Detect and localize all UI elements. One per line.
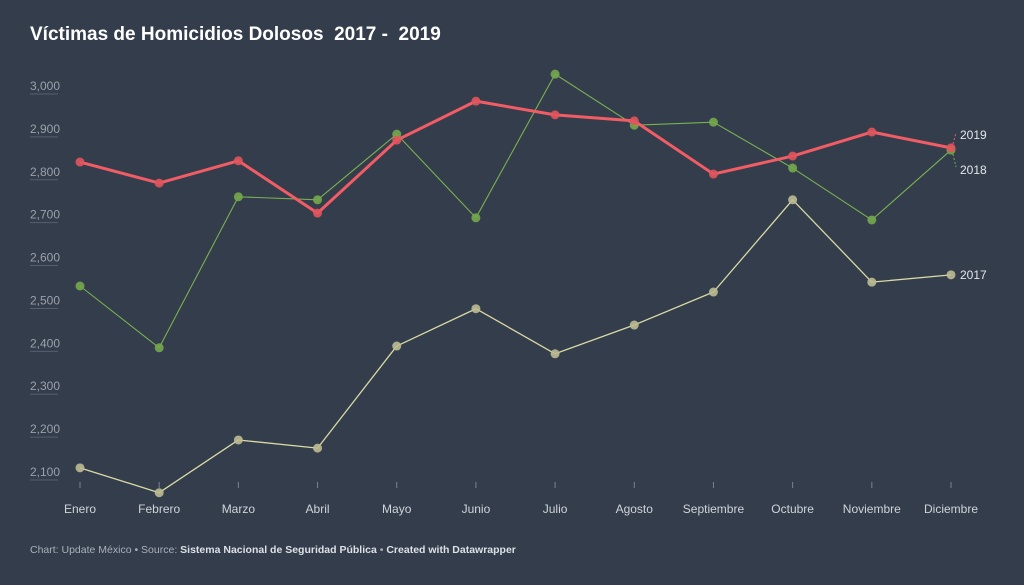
chart-footer: Chart: Update México • Source: Sistema N… bbox=[30, 544, 516, 556]
data-point-2017 bbox=[392, 341, 402, 351]
x-tick-label: Julio bbox=[543, 502, 568, 516]
x-tick-label: Septiembre bbox=[683, 502, 745, 516]
x-tick-label: Agosto bbox=[616, 502, 654, 516]
y-tick-label: 2,300 bbox=[30, 379, 60, 393]
x-tick-label: Enero bbox=[64, 502, 96, 516]
data-point-2017 bbox=[946, 270, 956, 280]
data-point-2017 bbox=[550, 349, 560, 359]
y-tick-label: 2,100 bbox=[30, 465, 60, 479]
y-tick-label: 2,700 bbox=[30, 208, 60, 222]
y-tick-label: 2,600 bbox=[30, 251, 60, 265]
series-line-2017 bbox=[79, 199, 952, 494]
x-tick-label: Abril bbox=[306, 502, 330, 516]
data-point-2019 bbox=[550, 110, 560, 120]
data-point-2017 bbox=[867, 277, 877, 287]
data-point-2019 bbox=[629, 116, 639, 126]
data-point-2018 bbox=[471, 213, 481, 223]
y-tick-label: 2,500 bbox=[30, 293, 60, 307]
x-tick-label: Marzo bbox=[222, 502, 256, 516]
x-tick-label: Mayo bbox=[382, 502, 412, 516]
data-point-2017 bbox=[471, 304, 481, 314]
data-point-2017 bbox=[313, 443, 323, 453]
y-tick-label: 2,800 bbox=[30, 165, 60, 179]
data-point-2017 bbox=[233, 435, 243, 445]
data-point-2019 bbox=[233, 156, 243, 166]
data-point-2018 bbox=[788, 163, 798, 173]
y-tick-label: 2,200 bbox=[30, 422, 60, 436]
x-tick-label: Diciembre bbox=[924, 502, 978, 516]
series-line-2018 bbox=[79, 73, 952, 349]
y-tick-label: 2,900 bbox=[30, 122, 60, 136]
label-leader-2018 bbox=[952, 153, 957, 168]
series-line-2019 bbox=[79, 99, 952, 215]
data-point-2018 bbox=[550, 69, 560, 79]
data-point-2018 bbox=[708, 117, 718, 127]
footer-created-with[interactable]: Created with Datawrapper bbox=[386, 544, 516, 556]
data-point-2017 bbox=[788, 195, 798, 205]
series-label-2019: 2019 bbox=[960, 128, 987, 142]
series-label-2018: 2018 bbox=[960, 163, 987, 177]
data-point-2019 bbox=[75, 157, 85, 167]
x-tick-label: Noviembre bbox=[843, 502, 901, 516]
data-point-2019 bbox=[471, 96, 481, 106]
footer-credit: Chart: Update México • Source: bbox=[30, 544, 181, 556]
data-point-2018 bbox=[154, 343, 164, 353]
data-point-2019 bbox=[154, 178, 164, 188]
data-point-2017 bbox=[708, 287, 718, 297]
y-tick-label: 3,000 bbox=[30, 79, 60, 93]
data-point-2017 bbox=[629, 320, 639, 330]
data-point-2018 bbox=[233, 192, 243, 202]
data-point-2019 bbox=[867, 127, 877, 137]
data-point-2019 bbox=[946, 143, 956, 153]
data-point-2019 bbox=[392, 135, 402, 145]
data-point-2018 bbox=[867, 215, 877, 225]
data-point-2017 bbox=[154, 488, 164, 498]
x-tick-label: Febrero bbox=[138, 502, 180, 516]
chart-title: Víctimas de Homicidios Dolosos 2017 - 20… bbox=[30, 24, 441, 45]
footer-separator: • bbox=[376, 544, 387, 556]
data-point-2019 bbox=[708, 169, 718, 179]
data-point-2019 bbox=[788, 151, 798, 161]
series-label-2017: 2017 bbox=[960, 268, 987, 282]
data-point-2019 bbox=[313, 208, 323, 218]
data-point-2017 bbox=[75, 463, 85, 473]
footer-source[interactable]: Sistema Nacional de Seguridad Pública bbox=[180, 544, 377, 556]
label-leader-2019 bbox=[952, 132, 957, 145]
x-tick-label: Junio bbox=[462, 502, 491, 516]
x-tick-label: Octubre bbox=[771, 502, 814, 516]
data-point-2018 bbox=[313, 195, 323, 205]
y-tick-label: 2,400 bbox=[30, 336, 60, 350]
data-point-2018 bbox=[75, 281, 85, 291]
